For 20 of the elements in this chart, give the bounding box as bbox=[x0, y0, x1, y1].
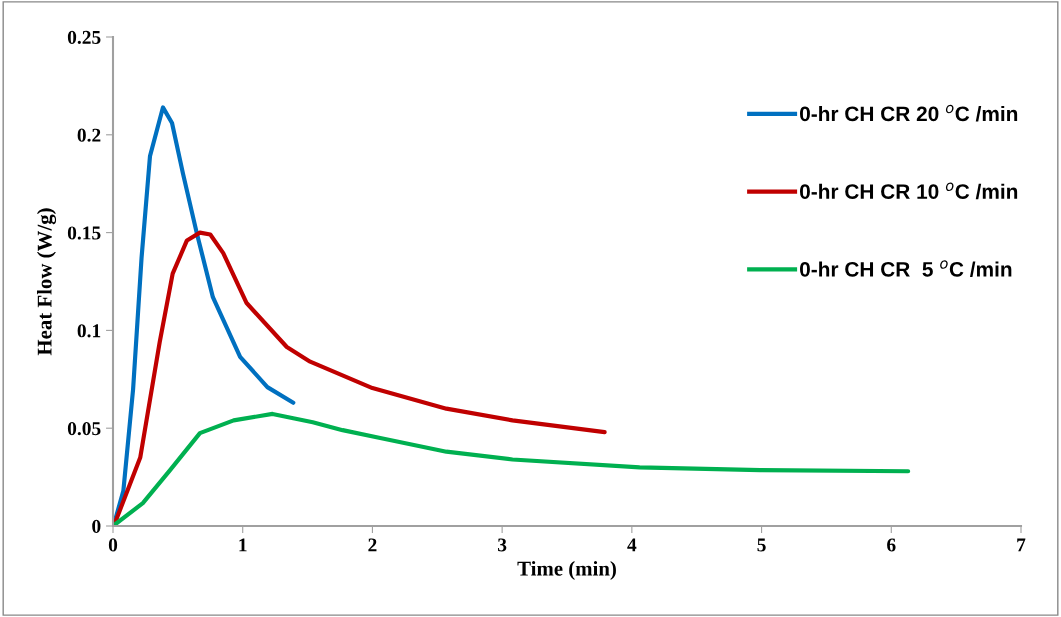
legend-label: 0-hr CH CR 20 $^{o}$C /min bbox=[800, 104, 1018, 122]
y-tick-label: 0 bbox=[92, 519, 101, 533]
y-tick-label: 0.2 bbox=[77, 128, 101, 142]
x-tick-label: 5 bbox=[757, 538, 766, 552]
y-tick-label: 0.05 bbox=[67, 422, 101, 436]
y-tick-label: 0.1 bbox=[77, 324, 101, 338]
x-tick-label: 0 bbox=[108, 538, 118, 552]
y-tick-label: 0.25 bbox=[67, 30, 101, 45]
x-tick-label: 1 bbox=[239, 538, 247, 552]
y-axis-title: Heat Flow (W/g) bbox=[37, 208, 57, 356]
x-tick-label: 4 bbox=[627, 538, 637, 552]
x-tick-label: 2 bbox=[368, 538, 377, 552]
y-tick-label: 0.15 bbox=[67, 226, 101, 240]
x-tick-label: 6 bbox=[887, 538, 896, 552]
x-axis-title: Time (min) bbox=[517, 560, 616, 580]
x-tick-label: 3 bbox=[498, 538, 507, 552]
x-tick-label: 7 bbox=[1017, 538, 1026, 552]
line-series bbox=[113, 411, 911, 526]
legend-label: 0-hr CH CR 5 $^{o}$C /min bbox=[800, 260, 1012, 277]
legend-label: 0-hr CH CR 10 $^{o}$C /min bbox=[800, 182, 1018, 200]
